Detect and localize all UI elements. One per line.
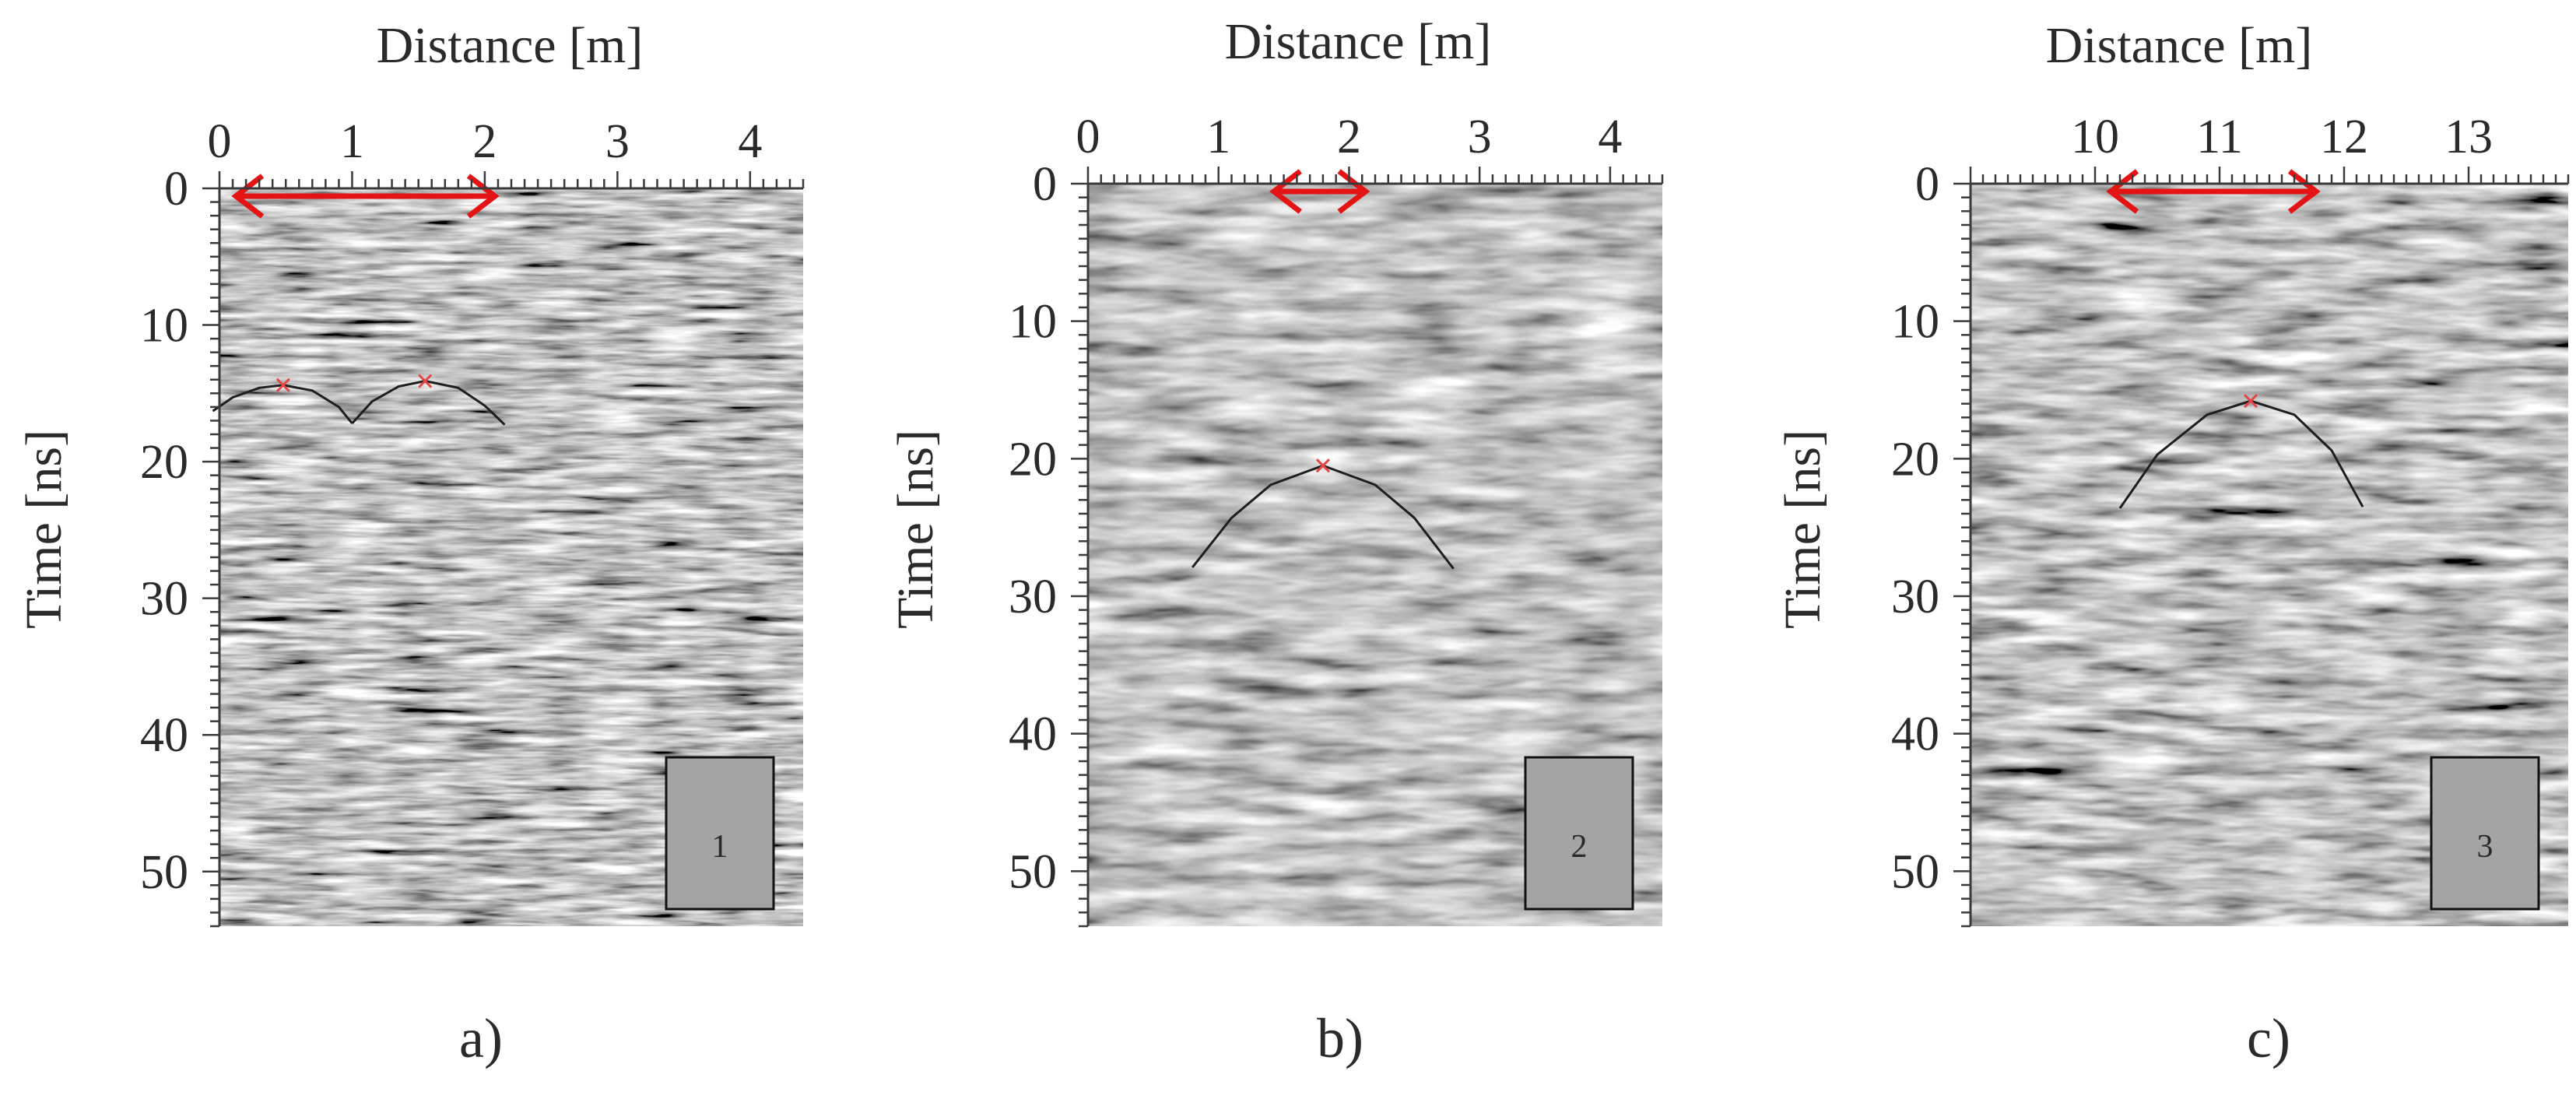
- panel-b-apex-marker: [1315, 458, 1330, 473]
- panel-b-caption: b): [1317, 1007, 1363, 1069]
- panel-a-x-tick-label: 4: [738, 115, 762, 168]
- panel-c-caption: c): [2247, 1007, 2290, 1069]
- panel-a-x-tick-label: 2: [472, 115, 497, 168]
- panel-c-marker-label: 3: [2477, 829, 2494, 865]
- panel-a-overlay: 1: [212, 174, 775, 911]
- panel-b-x-tick-label: 3: [1468, 111, 1492, 163]
- panel-b-y-tick-label: 50: [1009, 845, 1057, 898]
- panel-a-ylabel: Time [ns]: [16, 430, 72, 629]
- panel-b-y-tick-label: 20: [1009, 433, 1057, 486]
- panel-a-y-tick-label: 0: [164, 163, 188, 216]
- panel-a-apex-marker: [275, 377, 290, 392]
- panel-b-overlay: 2: [1191, 169, 1634, 911]
- panel-c-y-tick-label: 40: [1891, 708, 1939, 761]
- panel-c-x-tick-label: 13: [2444, 111, 2493, 163]
- panel-a-apex-marker: [418, 374, 433, 388]
- panel-a-x-tick-label: 1: [340, 115, 364, 168]
- panel-b-x-tick-label: 1: [1206, 111, 1230, 163]
- panel-c-overlay: 3: [2106, 169, 2540, 911]
- panel-a-x-tick-label: 3: [605, 115, 630, 168]
- panel-c-y-tick-label: 0: [1915, 158, 1939, 211]
- panel-b-y-tick-label: 40: [1009, 708, 1057, 761]
- panel-a-xlabel: Distance [m]: [377, 17, 644, 74]
- panel-a-y-tick-label: 50: [140, 846, 188, 899]
- panel-c-ylabel: Time [ns]: [1774, 430, 1831, 629]
- panel-b-x-tick-label: 0: [1076, 111, 1100, 163]
- panel-a: 1 Distance [m] Time [ns] a) 0 1 2 3 40102030…: [16, 17, 805, 1069]
- panel-a-extent-arrow-right-head: [466, 174, 500, 219]
- panel-a-marker-label: 1: [712, 829, 728, 865]
- panel-b-extent-arrow-left-head: [1269, 169, 1302, 214]
- panel-a-y-tick-label: 30: [140, 573, 188, 626]
- panel-a-y-tick-label: 20: [140, 436, 188, 489]
- panel-b-y-tick-label: 0: [1033, 158, 1057, 211]
- panel-c-x-tick-label: 10: [2071, 111, 2119, 163]
- panel-c-extent-arrow-left-head: [2106, 169, 2139, 214]
- panel-c-apex-marker: [2243, 394, 2258, 409]
- panel-a-marker-box: [665, 756, 775, 911]
- panel-b-x-tick-label: 2: [1337, 111, 1361, 163]
- panel-c-marker-box: [2430, 756, 2540, 911]
- panel-b-xlabel: Distance [m]: [1225, 13, 1492, 70]
- panel-c-y-tick-label: 30: [1891, 571, 1939, 623]
- panel-c-x-tick-label: 11: [2196, 111, 2243, 163]
- panel-c-extent-arrow-right-head: [2287, 169, 2321, 214]
- panel-a-y-tick-label: 40: [140, 709, 188, 762]
- panel-a-x-tick-label: 0: [208, 115, 232, 168]
- panel-a-extent-arrow-left-head: [231, 174, 265, 219]
- panel-b-y-tick-label: 10: [1009, 296, 1057, 349]
- panel-a-y-tick-label: 10: [140, 300, 188, 353]
- panel-c-y-tick-label: 20: [1891, 433, 1939, 486]
- panel-b: 2 Distance [m] Time [ns] b) 0 1 2 3 40102030…: [887, 13, 1664, 1069]
- panel-b-extent-arrow-right-head: [1337, 169, 1370, 214]
- panel-b-marker-label: 2: [1571, 829, 1588, 865]
- panel-b-ylabel: Time [ns]: [887, 430, 944, 629]
- panel-b-x-tick-label: 4: [1598, 111, 1622, 163]
- panel-b-y-tick-label: 30: [1009, 571, 1057, 623]
- panel-c: 3 Distance [m] Time [ns] c) 10 11 12 13 0 10 2…: [1774, 17, 2570, 1069]
- panel-c-y-tick-label: 50: [1891, 845, 1939, 898]
- panel-b-marker-box: [1524, 756, 1634, 911]
- panel-c-x-tick-label: 12: [2320, 111, 2368, 163]
- panel-a-caption: a): [459, 1007, 503, 1069]
- panel-c-y-tick-label: 10: [1891, 296, 1939, 349]
- panel-c-xlabel: Distance [m]: [2046, 17, 2313, 74]
